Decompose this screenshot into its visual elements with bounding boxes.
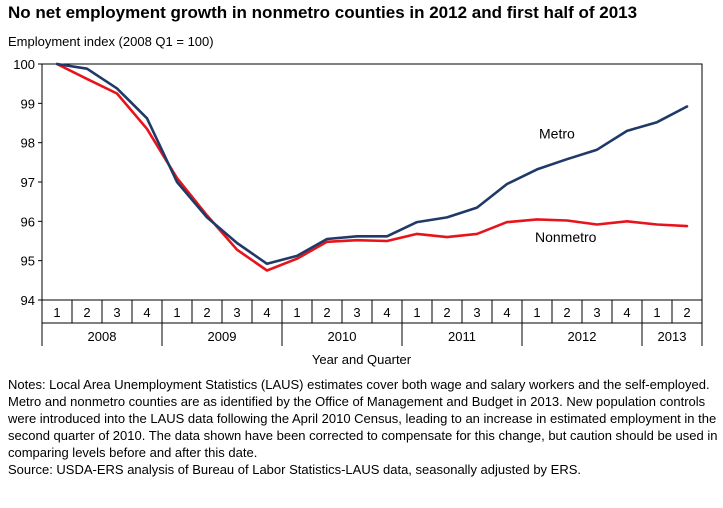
year-tick-label: 2012 (568, 329, 597, 344)
y-ticks: 94 95 96 97 98 99 100 (13, 57, 42, 308)
quarter-tick-label: 3 (593, 305, 600, 320)
series-label-nonmetro: Nonmetro (535, 229, 597, 245)
y-tick-label: 98 (21, 136, 35, 151)
series-labels: Metro Nonmetro (535, 126, 597, 245)
y-tick-label: 97 (21, 175, 35, 190)
quarter-tick-label: 3 (473, 305, 480, 320)
year-tick-label: 2008 (88, 329, 117, 344)
chart-title: No net employment growth in nonmetro cou… (8, 3, 638, 22)
year-tick-label: 2011 (448, 329, 476, 344)
quarter-tick-label: 3 (113, 305, 120, 320)
year-tick-label: 2009 (208, 329, 237, 344)
y-tick-label: 94 (21, 293, 35, 308)
series-line-nonmetro (55, 62, 689, 272)
quarter-tick-label: 1 (533, 305, 540, 320)
series-lines (55, 62, 689, 272)
year-tick-label: 2013 (658, 329, 687, 344)
quarter-tick-label: 4 (383, 305, 390, 320)
y-tick-label: 100 (13, 57, 35, 72)
plot-area (41, 63, 703, 301)
quarter-tick-label: 1 (413, 305, 420, 320)
x-axis: 1 2 3 4 1 2 3 4 1 2 3 4 1 2 3 4 1 2 3 4 1 2 2008 2009 2010 2011 20… (41, 300, 703, 346)
quarter-tick-label: 2 (563, 305, 570, 320)
quarter-tick-label: 1 (293, 305, 300, 320)
quarter-tick-label: 1 (173, 305, 180, 320)
quarter-tick-label: 2 (443, 305, 450, 320)
series-label-metro: Metro (539, 126, 575, 142)
quarter-tick-label: 4 (143, 305, 150, 320)
source-text: Source: USDA-ERS analysis of Bureau of L… (8, 462, 582, 477)
quarter-tick-label: 2 (323, 305, 330, 320)
quarter-tick-label: 2 (683, 305, 690, 320)
series-line-metro (55, 62, 689, 266)
quarter-tick-label: 3 (353, 305, 360, 320)
quarter-tick-label: 1 (653, 305, 660, 320)
quarter-tick-label: 4 (503, 305, 510, 320)
y-tick-label: 96 (21, 214, 35, 229)
y-tick-label: 99 (21, 96, 35, 111)
y-tick-label: 95 (21, 254, 35, 269)
quarter-tick-label: 2 (203, 305, 210, 320)
quarter-tick-label: 2 (83, 305, 90, 320)
x-axis-label: Year and Quarter (311, 352, 412, 367)
y-axis-label: Employment index (2008 Q1 = 100) (8, 34, 214, 49)
notes-block: Notes: Local Area Unemployment Statistic… (8, 376, 720, 478)
quarter-tick-label: 4 (263, 305, 270, 320)
quarter-tick-label: 1 (53, 305, 60, 320)
quarter-tick-label: 4 (623, 305, 630, 320)
year-tick-label: 2010 (328, 329, 357, 344)
notes-text: Notes: Local Area Unemployment Statistic… (8, 377, 718, 460)
quarter-tick-label: 3 (233, 305, 240, 320)
